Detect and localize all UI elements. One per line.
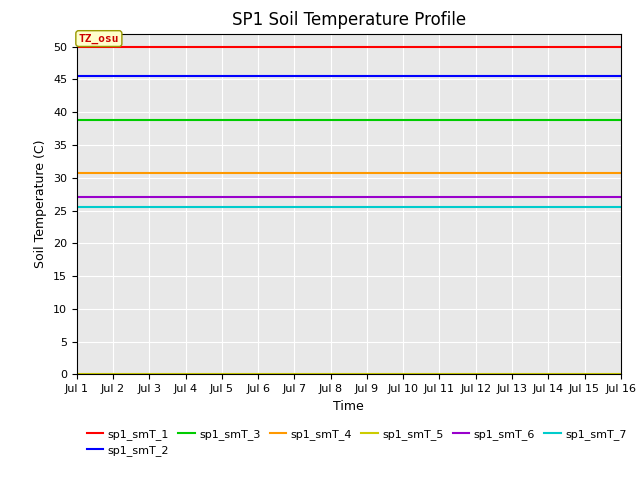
sp1_smT_4: [73, 170, 81, 176]
sp1_smT_6: [397, 194, 404, 200]
sp1_smT_3: [604, 117, 612, 123]
sp1_smT_6: [604, 194, 612, 200]
sp1_smT_5: [397, 371, 404, 377]
sp1_smT_5: [335, 371, 342, 377]
sp1_smT_6: [73, 194, 81, 200]
sp1_smT_7: [397, 204, 404, 209]
sp1_smT_2: [367, 73, 375, 79]
sp1_smT_2: [335, 73, 342, 79]
sp1_smT_4: [519, 170, 527, 176]
sp1_smT_5: [73, 371, 81, 377]
sp1_smT_7: [604, 204, 612, 209]
sp1_smT_4: [604, 170, 612, 176]
sp1_smT_5: [604, 371, 612, 377]
sp1_smT_4: [617, 170, 625, 176]
sp1_smT_7: [332, 204, 339, 209]
sp1_smT_4: [332, 170, 339, 176]
sp1_smT_1: [617, 44, 625, 49]
sp1_smT_7: [367, 204, 375, 209]
sp1_smT_2: [519, 73, 527, 79]
sp1_smT_3: [617, 117, 625, 123]
sp1_smT_5: [332, 371, 339, 377]
sp1_smT_6: [335, 194, 342, 200]
sp1_smT_3: [335, 117, 342, 123]
sp1_smT_5: [617, 371, 625, 377]
sp1_smT_2: [332, 73, 339, 79]
sp1_smT_7: [617, 204, 625, 209]
sp1_smT_3: [73, 117, 81, 123]
sp1_smT_7: [335, 204, 342, 209]
Legend: sp1_smT_1, sp1_smT_2, sp1_smT_3, sp1_smT_4, sp1_smT_5, sp1_smT_6, sp1_smT_7: sp1_smT_1, sp1_smT_2, sp1_smT_3, sp1_smT…: [83, 424, 631, 460]
sp1_smT_3: [397, 117, 404, 123]
sp1_smT_2: [397, 73, 404, 79]
sp1_smT_4: [335, 170, 342, 176]
sp1_smT_2: [73, 73, 81, 79]
sp1_smT_4: [367, 170, 375, 176]
sp1_smT_5: [367, 371, 375, 377]
sp1_smT_1: [335, 44, 342, 49]
sp1_smT_6: [519, 194, 527, 200]
sp1_smT_5: [519, 371, 527, 377]
sp1_smT_2: [617, 73, 625, 79]
Title: SP1 Soil Temperature Profile: SP1 Soil Temperature Profile: [232, 11, 466, 29]
sp1_smT_1: [519, 44, 527, 49]
sp1_smT_6: [332, 194, 339, 200]
sp1_smT_1: [397, 44, 404, 49]
Y-axis label: Soil Temperature (C): Soil Temperature (C): [35, 140, 47, 268]
sp1_smT_3: [367, 117, 375, 123]
sp1_smT_3: [519, 117, 527, 123]
sp1_smT_1: [332, 44, 339, 49]
Text: TZ_osu: TZ_osu: [79, 34, 119, 44]
sp1_smT_1: [73, 44, 81, 49]
X-axis label: Time: Time: [333, 400, 364, 413]
sp1_smT_7: [73, 204, 81, 209]
sp1_smT_6: [617, 194, 625, 200]
sp1_smT_2: [604, 73, 612, 79]
sp1_smT_4: [397, 170, 404, 176]
sp1_smT_7: [519, 204, 527, 209]
sp1_smT_3: [332, 117, 339, 123]
sp1_smT_6: [367, 194, 375, 200]
sp1_smT_1: [604, 44, 612, 49]
sp1_smT_1: [367, 44, 375, 49]
